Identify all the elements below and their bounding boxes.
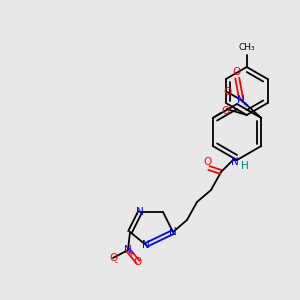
Text: +: + (128, 251, 134, 257)
Text: O: O (109, 253, 117, 263)
Text: -: - (115, 259, 117, 268)
Text: CH₃: CH₃ (238, 44, 255, 52)
Text: N: N (142, 240, 150, 250)
Text: -: - (229, 94, 232, 103)
Text: O: O (223, 87, 231, 97)
Text: N: N (136, 207, 144, 217)
Text: O: O (203, 157, 211, 167)
Text: N: N (169, 227, 177, 237)
Text: N: N (124, 245, 132, 255)
Text: N: N (231, 157, 239, 167)
Text: O: O (232, 67, 240, 77)
Text: O: O (222, 106, 230, 116)
Text: N: N (237, 95, 245, 105)
Text: +: + (242, 102, 248, 108)
Text: O: O (134, 257, 142, 267)
Text: H: H (241, 161, 249, 171)
